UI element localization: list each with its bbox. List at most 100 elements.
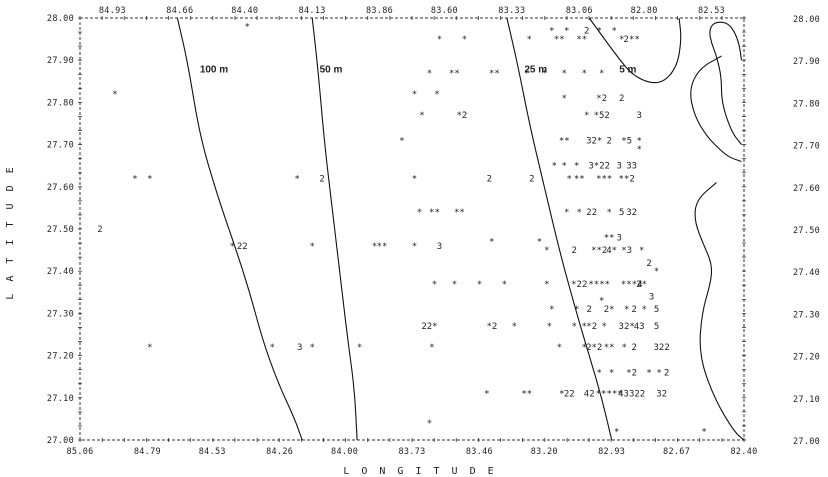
left-tick-label: 27.40 (47, 267, 74, 277)
data-mark: * (542, 69, 547, 79)
right-tick-label: 28.00 (793, 15, 820, 25)
data-mark: * (564, 208, 569, 218)
data-mark: **2 (591, 246, 607, 256)
data-mark: * (427, 419, 432, 429)
data-mark: * (621, 343, 626, 353)
right-tick-label: 27.30 (793, 310, 820, 320)
contour-lines (176, 17, 745, 441)
data-mark: ** (559, 136, 570, 146)
data-mark: * (597, 368, 602, 378)
data-mark: 2 (572, 246, 577, 256)
data-mark: * (619, 35, 624, 45)
data-mark: 2 (587, 305, 592, 315)
data-mark: * (452, 280, 457, 290)
data-mark: * (572, 322, 577, 332)
data-mark: 32 (656, 390, 667, 400)
bottom-tick-label: 83.20 (531, 447, 558, 457)
data-mark: * (701, 428, 706, 438)
axis-ticks: 84.93 84.66 84.40 84.13 83.86 83.60 83.33 83.06… (47, 6, 820, 457)
data-mark: ** (576, 35, 587, 45)
data-mark: ** (574, 174, 585, 184)
contour-label: 5 m (619, 65, 636, 76)
bottom-tick-label: 84.00 (331, 447, 358, 457)
data-mark: * (624, 305, 629, 315)
data-mark: * (419, 111, 424, 121)
data-mark: 3 (616, 233, 621, 243)
data-mark: * (230, 242, 235, 252)
bottom-tick-label: 85.06 (66, 447, 93, 457)
left-tick-label: 27.90 (47, 56, 74, 66)
right-tick-label: 27.40 (793, 268, 820, 278)
data-mark: 22* (421, 322, 437, 332)
contour-labels: 100 m 50 m 25 m 5 m (200, 65, 637, 76)
data-mark: * (547, 322, 552, 332)
bottom-tick-label: 82.40 (730, 447, 757, 457)
data-mark: 4* (606, 246, 617, 256)
data-marks: ** * *******2 * ** 2*** ** ** * * * * ** * * * *2 2* *2 * *5… (97, 22, 707, 437)
top-tick-label: 82.80 (631, 6, 658, 16)
data-mark: * (527, 35, 532, 45)
data-mark: * (489, 238, 494, 248)
bottom-tick-label: 83.73 (398, 447, 425, 457)
data-mark: 3 (297, 343, 302, 353)
data-mark: 5 (654, 322, 659, 332)
data-mark: * (477, 280, 482, 290)
data-mark: **** (588, 280, 610, 290)
bottom-tick-label: 82.67 (663, 447, 690, 457)
data-mark: ** (604, 343, 615, 353)
data-mark: * (484, 390, 489, 400)
data-mark: 2 (606, 136, 611, 146)
data-mark: 3 (616, 162, 621, 172)
data-mark: * (611, 27, 616, 37)
data-mark: * (399, 136, 404, 146)
data-mark: ** (604, 233, 615, 243)
data-mark: 2*2 (586, 343, 602, 353)
data-mark: *52 (594, 111, 610, 121)
data-mark: 2* (604, 305, 615, 315)
right-tick-label: 27.60 (793, 184, 820, 194)
data-mark: 3*22 (588, 162, 610, 172)
right-tick-label: 27.20 (793, 353, 820, 363)
data-mark: * (639, 246, 644, 256)
data-mark: 3 (437, 242, 442, 252)
top-tick-label: 84.66 (166, 6, 193, 16)
plot-frame (79, 17, 745, 441)
data-mark: * (562, 94, 567, 104)
y-axis-label: L A T I T U D E (5, 164, 16, 299)
top-tick-label: 84.40 (231, 6, 258, 16)
top-tick-label: 83.86 (366, 6, 393, 16)
data-mark: 2 (664, 368, 669, 378)
data-mark: * (412, 90, 417, 100)
data-mark: ** (449, 69, 460, 79)
data-mark: 32* (586, 136, 602, 146)
data-mark: * (357, 343, 362, 353)
data-mark: * (636, 145, 641, 155)
data-mark: *2 (596, 94, 607, 104)
data-mark: *2 (486, 322, 497, 332)
data-mark: 2 (319, 174, 324, 184)
data-mark: * (559, 390, 564, 400)
data-mark: * (112, 90, 117, 100)
x-axis-label: L O N G I T U D E (343, 466, 496, 477)
data-mark: 33 (626, 162, 637, 172)
data-mark: * (502, 280, 507, 290)
data-mark: *2 (626, 368, 637, 378)
right-tick-label: 27.50 (793, 226, 820, 236)
data-mark: 2 (487, 174, 492, 184)
contour-label: 100 m (200, 65, 228, 76)
data-mark: * (512, 322, 517, 332)
data-mark: * (552, 162, 557, 172)
bottom-tick-label: 84.79 (134, 447, 161, 457)
data-mark: * (584, 111, 589, 121)
bottom-tick-label: 84.26 (266, 447, 293, 457)
data-mark: **2 (619, 174, 635, 184)
data-mark: * (269, 343, 274, 353)
data-mark: * (309, 343, 314, 353)
data-mark: * (577, 208, 582, 218)
data-mark: 43322 (618, 390, 645, 400)
data-mark: 2 (529, 174, 534, 184)
data-mark: * (641, 305, 646, 315)
data-mark: * (245, 22, 250, 32)
data-mark: *2 (586, 322, 597, 332)
top-tick-label: 83.06 (566, 6, 593, 16)
